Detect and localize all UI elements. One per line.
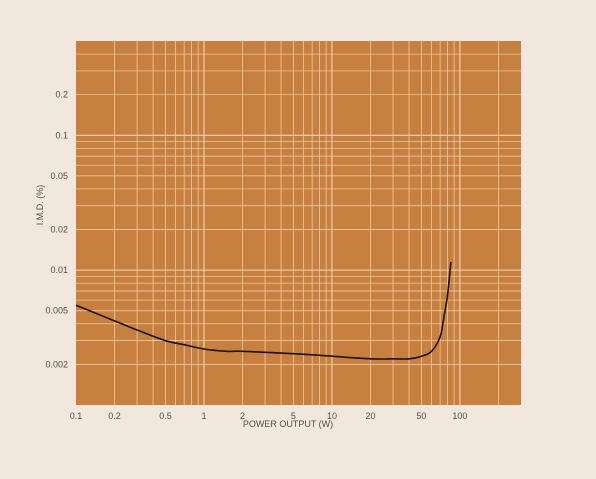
x-tick-labels: 0.1 0.2 0.5 1 2 5 10 20 50 100 bbox=[70, 411, 468, 421]
y-tick-label: 0.002 bbox=[45, 359, 68, 369]
x-tick-label: 2 bbox=[240, 411, 245, 421]
x-tick-label: 1 bbox=[201, 411, 206, 421]
y-tick-labels: 0.2 0.1 0.05 0.02 0.01 0.005 0.002 bbox=[45, 90, 68, 370]
x-tick-label: 20 bbox=[365, 411, 375, 421]
y-tick-label: 0.05 bbox=[50, 171, 68, 181]
horizontal-grid bbox=[76, 53, 521, 365]
x-tick-label: 0.1 bbox=[70, 411, 83, 421]
x-tick-label: 5 bbox=[291, 411, 296, 421]
x-tick-label: 0.2 bbox=[108, 411, 121, 421]
y-tick-label: 0.2 bbox=[55, 90, 68, 100]
imd-curve bbox=[75, 261, 452, 360]
plot-area bbox=[76, 41, 521, 405]
x-tick-label: 10 bbox=[327, 411, 337, 421]
x-axis-label: POWER OUTPUT (W) bbox=[243, 419, 333, 429]
x-tick-label: 100 bbox=[452, 411, 467, 421]
x-tick-label: 50 bbox=[416, 411, 426, 421]
x-tick-label: 0.5 bbox=[159, 411, 172, 421]
y-tick-label: 0.005 bbox=[45, 306, 68, 316]
vertical-grid bbox=[114, 41, 499, 405]
y-tick-label: 0.1 bbox=[55, 130, 68, 140]
y-axis-label: I.M.D. (%) bbox=[35, 185, 45, 226]
y-tick-label: 0.01 bbox=[50, 265, 68, 275]
y-tick-label: 0.02 bbox=[50, 225, 68, 235]
